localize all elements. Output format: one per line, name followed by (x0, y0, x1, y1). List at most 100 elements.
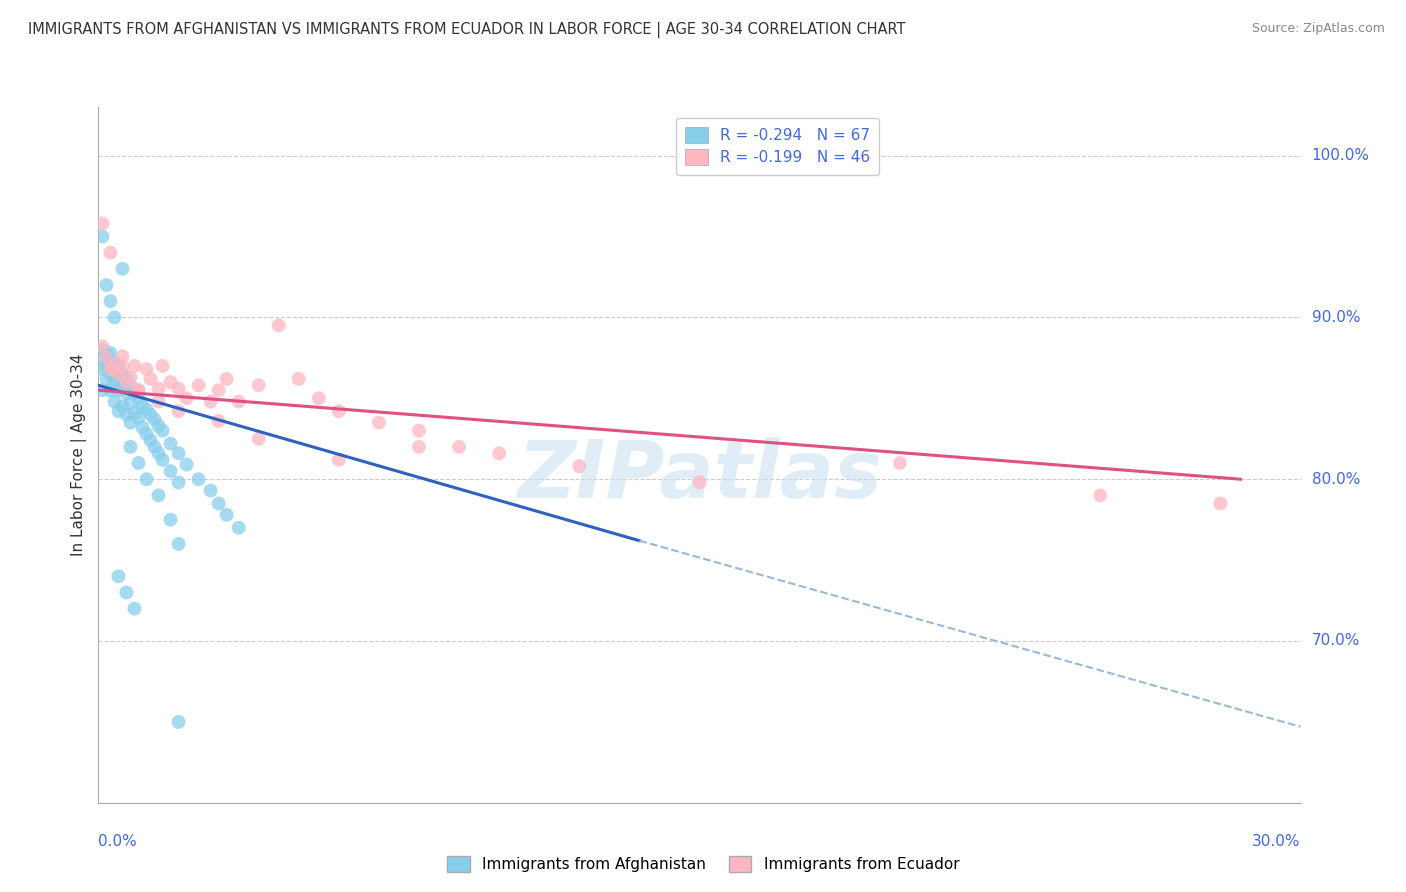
Point (128, 383, 150, 397)
Point (176, 392, 198, 406)
Point (115, 372, 138, 386)
Point (568, 459, 591, 474)
Point (91, 343, 114, 357)
Point (187, 472, 209, 486)
Point (148, 382, 170, 396)
Point (107, 383, 129, 397)
Point (120, 416, 142, 430)
Point (200, 483, 222, 498)
Point (120, 396, 142, 410)
Point (408, 440, 430, 454)
Point (91, 362, 114, 376)
Text: 70.0%: 70.0% (1312, 633, 1360, 648)
Point (107, 404, 129, 418)
Point (96, 359, 118, 373)
Point (103, 310, 125, 325)
Point (148, 418, 170, 433)
Point (100, 362, 122, 376)
Point (139, 372, 162, 386)
Point (228, 521, 250, 535)
Text: IMMIGRANTS FROM AFGHANISTAN VS IMMIGRANTS FROM ECUADOR IN LABOR FORCE | AGE 30-3: IMMIGRANTS FROM AFGHANISTAN VS IMMIGRANT… (28, 22, 905, 38)
Point (111, 349, 134, 363)
Point (139, 434, 162, 448)
Point (247, 378, 270, 392)
Point (208, 414, 231, 428)
Point (120, 370, 142, 384)
Point (159, 436, 181, 450)
Point (91, 351, 114, 365)
Point (124, 386, 146, 401)
Point (159, 464, 181, 478)
Point (91, 217, 114, 231)
Point (115, 375, 138, 389)
Point (96, 278, 118, 293)
Point (111, 359, 134, 373)
Point (128, 410, 150, 425)
Point (408, 424, 430, 438)
Point (131, 420, 153, 434)
Point (187, 378, 209, 392)
Point (148, 394, 170, 409)
Point (208, 383, 231, 397)
Text: 100.0%: 100.0% (1312, 148, 1369, 163)
Point (107, 372, 129, 386)
Point (111, 382, 134, 396)
Point (167, 537, 190, 551)
Point (124, 406, 146, 420)
Legend: R = -0.294   N = 67, R = -0.199   N = 46: R = -0.294 N = 67, R = -0.199 N = 46 (676, 118, 879, 175)
Point (152, 424, 174, 438)
Point (107, 359, 129, 373)
Point (267, 318, 290, 333)
Point (167, 446, 190, 460)
Point (688, 475, 710, 490)
Point (139, 408, 162, 422)
Point (447, 440, 470, 454)
Point (152, 359, 174, 373)
Point (215, 508, 238, 522)
Point (167, 475, 190, 490)
Point (115, 386, 138, 401)
Point (208, 496, 231, 510)
Point (111, 261, 134, 276)
Point (100, 245, 122, 260)
Point (159, 513, 181, 527)
Point (889, 456, 911, 470)
Point (143, 440, 166, 454)
Text: 90.0%: 90.0% (1312, 310, 1360, 325)
Point (288, 372, 311, 386)
Point (103, 375, 125, 389)
Point (228, 394, 250, 409)
Point (128, 383, 150, 397)
Point (135, 472, 157, 486)
Point (111, 400, 134, 414)
Point (131, 400, 153, 414)
Point (328, 404, 350, 418)
Point (96, 348, 118, 362)
Point (115, 408, 138, 422)
Point (128, 456, 150, 470)
Point (200, 394, 222, 409)
Text: Source: ZipAtlas.com: Source: ZipAtlas.com (1251, 22, 1385, 36)
Y-axis label: In Labor Force | Age 30-34: In Labor Force | Age 30-34 (72, 353, 87, 557)
Point (100, 294, 122, 309)
Point (368, 416, 391, 430)
Point (124, 601, 146, 615)
Point (100, 383, 122, 397)
Point (159, 375, 181, 389)
Point (91, 383, 114, 397)
Point (96, 351, 118, 365)
Point (135, 362, 157, 376)
Text: ZIPatlas: ZIPatlas (517, 437, 882, 515)
Point (1088, 488, 1111, 502)
Point (143, 412, 166, 426)
Point (176, 458, 198, 472)
Text: 30.0%: 30.0% (1253, 834, 1301, 849)
Point (100, 346, 122, 360)
Point (1209, 496, 1232, 510)
Text: 80.0%: 80.0% (1312, 472, 1360, 487)
Point (91, 339, 114, 353)
Point (148, 488, 170, 502)
Point (247, 432, 270, 446)
Point (120, 378, 142, 392)
Point (152, 452, 174, 467)
